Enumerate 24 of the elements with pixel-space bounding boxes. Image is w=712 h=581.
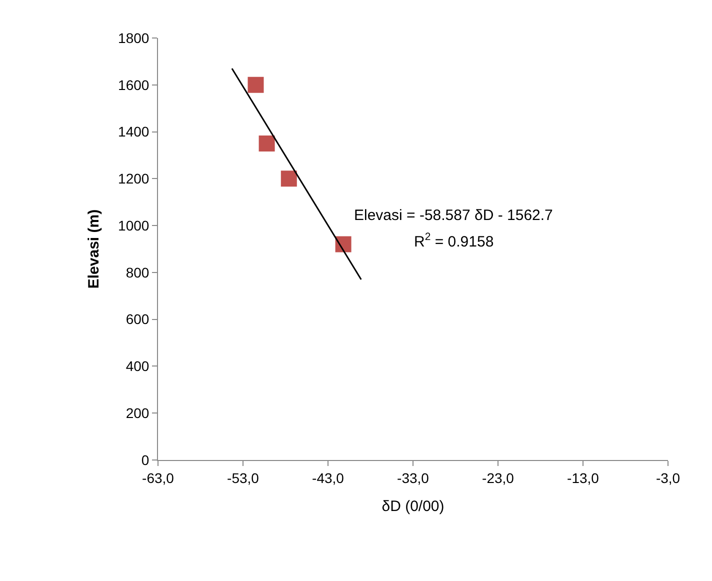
x-tick-label: -63,0 bbox=[142, 470, 174, 486]
y-tick-label: 600 bbox=[126, 311, 150, 328]
y-tick-label: 1200 bbox=[118, 170, 150, 187]
annotation: R$^{2}$ = 0.9158 bbox=[414, 231, 494, 250]
y-tick-label: 1600 bbox=[118, 76, 150, 93]
x-tick-label: -43,0 bbox=[312, 470, 344, 486]
x-tick-label: -33,0 bbox=[397, 470, 430, 486]
y-tick-label: 0 bbox=[141, 452, 150, 468]
x-tick-label: -13,0 bbox=[567, 470, 600, 486]
point bbox=[258, 136, 275, 152]
point bbox=[280, 170, 297, 187]
y-tick-label: 200 bbox=[126, 405, 150, 422]
x-axis-title: δD (0/00) bbox=[382, 498, 444, 515]
x-tick-label: -53,0 bbox=[227, 470, 260, 486]
x-tick-label: -3,0 bbox=[656, 470, 680, 486]
y-tick-label: 1800 bbox=[118, 30, 150, 46]
x-tick-label: -23,0 bbox=[482, 470, 514, 486]
point bbox=[248, 76, 264, 93]
y-tick-label: 1000 bbox=[118, 217, 150, 234]
y-axis-title: Elevasi (m) bbox=[85, 209, 102, 289]
annotation: Elevasi = -58.587 δD - 1562.7 bbox=[354, 207, 553, 224]
y-tick-label: 1400 bbox=[118, 124, 150, 140]
y-tick-label: 800 bbox=[126, 264, 150, 280]
y-tick-label: 400 bbox=[126, 358, 150, 374]
